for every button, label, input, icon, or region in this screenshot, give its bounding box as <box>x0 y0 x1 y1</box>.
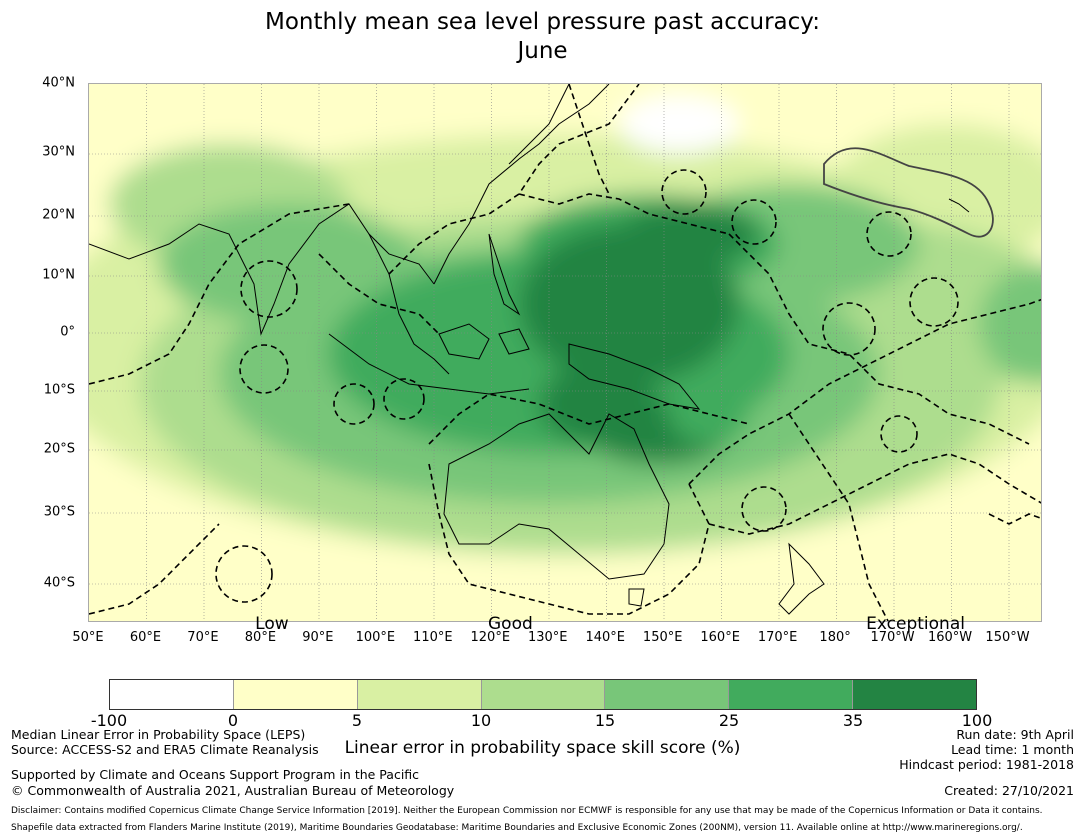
footer-lead-time: Lead time: 1 month <box>951 742 1074 757</box>
skill-category-label: Exceptional <box>866 614 965 634</box>
colorbar-label: Linear error in probability space skill … <box>344 738 741 758</box>
longitude-tick-label: 90°E <box>302 630 334 645</box>
colorbar-segment <box>110 680 234 709</box>
colorbar-tick-label: 100 <box>961 711 993 730</box>
longitude-tick-label: 170°W <box>870 630 915 645</box>
colorbar-tick-label: 25 <box>718 711 740 730</box>
longitude-tick-label: 170°E <box>757 630 798 645</box>
latitude-tick-label: 40°S <box>43 575 75 591</box>
colorbar-tick-label: 5 <box>351 711 363 730</box>
colorbar-segment <box>729 680 854 709</box>
colorbar-segment <box>233 680 358 709</box>
latitude-tick-label: 40°N <box>42 75 75 91</box>
colorbar-segment <box>853 680 977 709</box>
map-title: Monthly mean sea level pressure past acc… <box>0 8 1085 66</box>
latitude-tick-label: 10°S <box>43 382 75 398</box>
footer-copyright: © Commonwealth of Australia 2021, Austra… <box>11 783 455 798</box>
longitude-tick-label: 150°W <box>985 630 1030 645</box>
colorbar-tick-label: -100 <box>90 711 128 730</box>
title-line1: Monthly mean sea level pressure past acc… <box>265 9 820 35</box>
title-line2: June <box>517 38 568 64</box>
longitude-tick-label: 130°E <box>527 630 568 645</box>
colorbar-segment <box>357 680 482 709</box>
disclaimer-shapefile: Shapefile data extracted from Flanders M… <box>11 823 1023 833</box>
longitude-tick-label: 120°E <box>470 630 511 645</box>
longitude-tick-label: 160°E <box>700 630 740 645</box>
footer-run-date: Run date: 9th April <box>956 727 1074 742</box>
skill-map <box>88 83 1042 622</box>
footer-source: Source: ACCESS-S2 and ERA5 Climate Reana… <box>11 742 319 757</box>
longitude-tick-label: 50°E <box>72 630 104 645</box>
longitude-tick-label: 160°W <box>927 630 973 645</box>
coastlines <box>89 84 970 615</box>
colorbar-tick-label: 15 <box>594 711 616 730</box>
disclaimer-copernicus: Disclaimer: Contains modified Copernicus… <box>11 806 1043 816</box>
latitude-tick-label: 20°S <box>43 441 75 457</box>
hawaii-eez-outline <box>823 147 994 238</box>
longitude-tick-label: 60°E <box>129 630 162 645</box>
longitude-tick-label: 70°E <box>187 630 219 645</box>
longitude-tick-label: 150°E <box>642 630 683 645</box>
colorbar <box>109 679 977 710</box>
latitude-tick-label: 30°S <box>43 504 75 520</box>
colorbar-segment <box>481 680 606 709</box>
colorbar-tick-label: 10 <box>470 711 492 730</box>
footer-method: Median Linear Error in Probability Space… <box>11 727 306 742</box>
latitude-tick-label: 10°N <box>42 267 75 283</box>
latitude-tick-label: 20°N <box>42 207 75 223</box>
skill-shading <box>89 84 1041 621</box>
latitude-tick-label: 30°N <box>42 144 75 160</box>
longitude-tick-label: 110°E <box>413 630 453 645</box>
graticule <box>89 84 1041 621</box>
longitude-tick-label: 80°E <box>244 630 277 645</box>
footer-support: Supported by Climate and Oceans Support … <box>11 767 420 782</box>
longitude-tick-label: 100°E <box>355 630 396 645</box>
colorbar-tick-label: 35 <box>842 711 864 730</box>
skill-category-label: Good <box>488 614 533 634</box>
footer-hindcast: Hindcast period: 1981-2018 <box>899 757 1074 772</box>
longitude-tick-label: 140°E <box>585 630 625 645</box>
map-canvas <box>89 84 1041 621</box>
latitude-tick-label: 0° <box>60 324 75 340</box>
longitude-tick-label: 180° <box>819 630 851 645</box>
eez-boundaries <box>89 84 1041 621</box>
skill-category-label: Low <box>255 614 289 634</box>
colorbar-segment <box>605 680 730 709</box>
footer-created: Created: 27/10/2021 <box>944 783 1074 798</box>
colorbar-tick-label: 0 <box>227 711 239 730</box>
